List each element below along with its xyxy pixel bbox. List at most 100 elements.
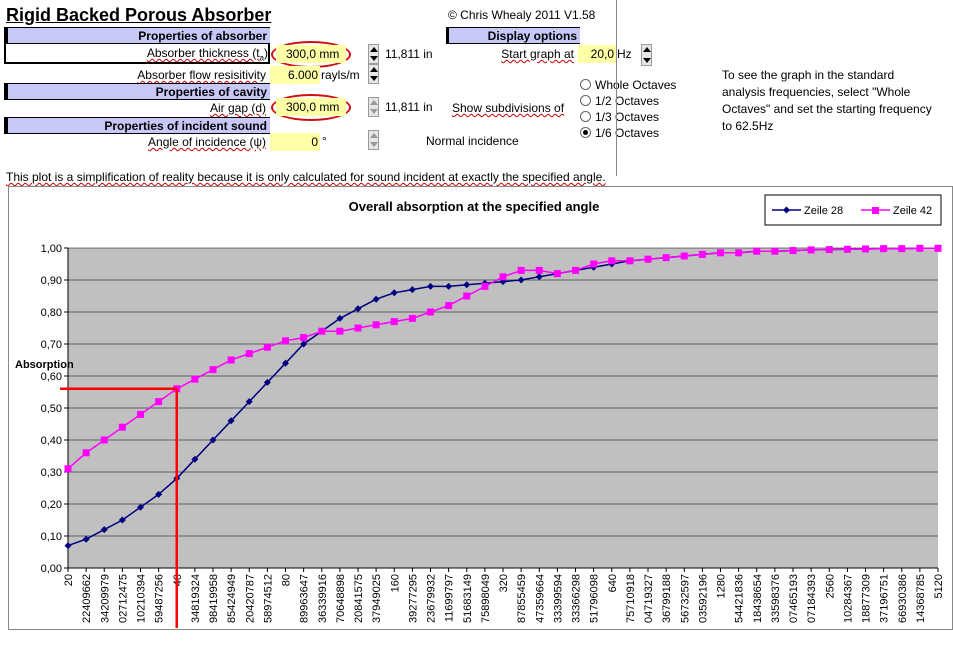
x-tick-label: 75710918 xyxy=(625,574,637,623)
highlight-marker xyxy=(60,387,178,628)
radio-sixth-octaves[interactable]: 1/6 Octaves xyxy=(580,125,676,141)
x-tick-label: 160 xyxy=(389,574,401,592)
resistivity-input[interactable]: 6.000 xyxy=(270,66,320,84)
x-tick-label: 22409662 xyxy=(81,574,93,623)
series-group xyxy=(64,244,942,550)
chart-legend[interactable]: Zeile 28 Zeile 42 xyxy=(764,194,942,226)
chart-title: Overall absorption at the specified angl… xyxy=(349,199,600,214)
data-point xyxy=(698,250,706,258)
radio-half-octaves[interactable]: 1/2 Octaves xyxy=(580,93,676,109)
data-point xyxy=(318,327,326,335)
x-tick-label: 37196751 xyxy=(879,574,891,623)
thickness-spinner[interactable] xyxy=(368,44,379,64)
angle-spinner[interactable] xyxy=(368,130,379,150)
x-tick-label: 59487256 xyxy=(154,574,166,623)
y-tick-label: 0,40 xyxy=(41,435,62,447)
radio-label: 1/3 Octaves xyxy=(595,110,660,124)
x-tick-label: 33366298 xyxy=(571,574,583,623)
y-tick-label: 0,90 xyxy=(41,275,62,287)
radio-icon[interactable] xyxy=(580,95,591,107)
data-point xyxy=(390,289,398,297)
airgap-label: Air gap (d) xyxy=(10,100,266,117)
spinner-down-icon[interactable] xyxy=(370,109,378,114)
data-point xyxy=(535,266,543,274)
data-point xyxy=(807,246,815,254)
thickness-label-text: Absorber thickness (t xyxy=(146,46,260,60)
x-tick-label: 640 xyxy=(607,574,619,592)
x-tick-label: 85424949 xyxy=(226,574,238,623)
start-graph-input[interactable]: 20,0 xyxy=(578,45,616,63)
data-point xyxy=(336,327,344,335)
spinner-down-icon[interactable] xyxy=(370,142,378,147)
radio-label: 1/6 Octaves xyxy=(595,126,660,140)
y-tick-label: 0,50 xyxy=(41,403,62,415)
x-tick-label: 33399594 xyxy=(552,574,564,623)
y-tick-label: 0,80 xyxy=(41,307,62,319)
data-point xyxy=(227,417,235,425)
data-point xyxy=(934,244,942,252)
spinner-up-icon[interactable] xyxy=(370,133,378,138)
y-tick-label: 0,10 xyxy=(41,531,62,543)
spinner-down-icon[interactable] xyxy=(643,58,651,63)
radio-whole-octaves[interactable]: Whole Octaves xyxy=(580,77,676,93)
x-tick-label: 51796098 xyxy=(589,574,601,623)
chart-area[interactable]: 0,00 0,10 0,20 0,30 0,40 0,50 0,60 0,70 0,80 0,90… xyxy=(8,186,953,630)
data-point xyxy=(64,465,72,473)
data-point xyxy=(155,490,163,498)
data-point xyxy=(245,398,253,406)
resistivity-spinner[interactable] xyxy=(368,64,379,84)
start-graph-spinner[interactable] xyxy=(641,44,652,66)
data-point xyxy=(64,542,72,550)
x-tick-label: 87855459 xyxy=(516,574,528,623)
spinner-down-icon[interactable] xyxy=(370,56,378,61)
legend-label-series2: Zeile 42 xyxy=(893,205,932,217)
x-tick-label: 75898049 xyxy=(480,574,492,623)
data-point xyxy=(898,245,906,253)
divider-line xyxy=(616,0,617,176)
data-point xyxy=(390,318,398,326)
data-point xyxy=(662,254,670,262)
x-tick-label: 07465193 xyxy=(788,574,800,623)
angle-note: Normal incidence xyxy=(426,134,519,148)
x-tick-label: 320 xyxy=(498,574,510,592)
data-point xyxy=(626,257,634,265)
section-cavity: Properties of cavity xyxy=(4,83,270,100)
data-point xyxy=(209,366,217,374)
data-point xyxy=(372,321,380,329)
radio-icon[interactable] xyxy=(580,79,591,91)
thickness-label-sub: a xyxy=(259,53,264,63)
spinner-up-icon[interactable] xyxy=(370,100,378,105)
y-tick-label: 0,70 xyxy=(41,339,62,351)
x-tick-label: 66930386 xyxy=(897,574,909,623)
resistivity-label: Absorber flow resisitivity xyxy=(10,67,266,84)
data-point xyxy=(735,249,743,257)
x-tick-label: 54421836 xyxy=(734,574,746,623)
thickness-label: Absorber thickness (ta) xyxy=(10,45,268,62)
angle-input[interactable]: 0 xyxy=(270,133,320,151)
airgap-input[interactable]: 300,0 mm xyxy=(276,98,346,116)
data-point xyxy=(608,257,616,265)
radio-label: Whole Octaves xyxy=(595,78,677,92)
radio-label: 1/2 Octaves xyxy=(595,94,660,108)
radio-selected-icon[interactable] xyxy=(580,127,591,139)
spinner-down-icon[interactable] xyxy=(370,76,378,81)
radio-third-octaves[interactable]: 1/3 Octaves xyxy=(580,109,676,125)
absorption-chart: 0,00 0,10 0,20 0,30 0,40 0,50 0,60 0,70 0,80 0,90… xyxy=(15,194,945,628)
data-point xyxy=(843,245,851,253)
data-point xyxy=(771,247,779,255)
spinner-up-icon[interactable] xyxy=(370,47,378,52)
x-tick-label: 1280 xyxy=(716,574,728,598)
airgap-label-text: Air gap (d) xyxy=(209,101,266,115)
spinner-up-icon[interactable] xyxy=(370,67,378,72)
radio-icon[interactable] xyxy=(580,111,591,123)
x-tick-label: 36799188 xyxy=(661,574,673,623)
airgap-spinner[interactable] xyxy=(368,97,379,117)
data-point xyxy=(354,305,362,313)
start-graph-unit: Hz xyxy=(617,47,632,61)
data-point xyxy=(517,276,525,284)
thickness-input[interactable]: 300,0 mm xyxy=(276,45,346,63)
spinner-up-icon[interactable] xyxy=(643,47,651,52)
x-tick-label: 2560 xyxy=(824,574,836,598)
data-point xyxy=(118,516,126,524)
airgap-inches: 11,811 in xyxy=(385,100,433,114)
